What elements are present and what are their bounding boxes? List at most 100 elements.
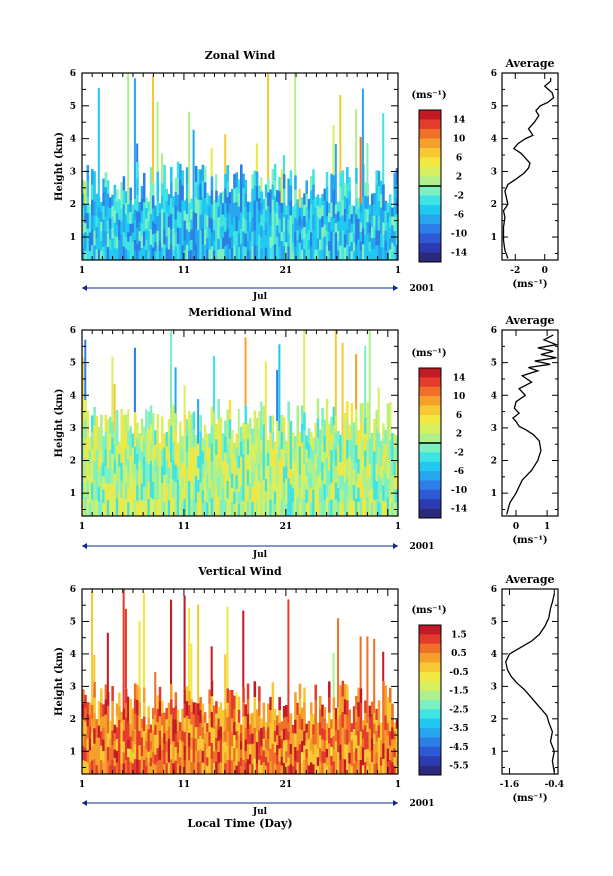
field-cell (95, 204, 99, 217)
field-cell (325, 201, 329, 217)
colorbar-tick-label: 2 (456, 430, 462, 440)
field-cell (352, 223, 356, 234)
field-cell (212, 728, 216, 741)
field-cell (185, 715, 189, 731)
field-cell (303, 498, 306, 517)
field-cell (212, 463, 216, 482)
colorbar: 1.50.5-0.5-1.5-2.5-3.5-4.5-5.5(ms⁻¹) (411, 605, 469, 776)
field-cell (303, 193, 306, 205)
field-cell (323, 419, 327, 436)
field-cell (395, 168, 399, 184)
x-tick-label: 11 (178, 780, 191, 790)
field-cell (185, 499, 189, 517)
field-cell (217, 418, 220, 439)
field-cell (91, 482, 94, 500)
field-cell (359, 702, 363, 718)
field-cell (206, 248, 209, 261)
field-cell (145, 749, 148, 758)
field-cell (278, 218, 281, 233)
field-cell (88, 232, 92, 242)
field-cell (323, 707, 327, 719)
colorbar-cell (419, 737, 441, 748)
field-cell (359, 241, 363, 251)
field-cell (246, 698, 250, 714)
field-cell (298, 502, 302, 517)
field-cell (240, 724, 243, 734)
field-cell (346, 439, 349, 459)
field-cell (309, 176, 313, 191)
field-cell (271, 448, 275, 466)
field-cell (289, 200, 293, 216)
field-cell (312, 229, 315, 246)
field-cell (343, 447, 347, 465)
field-cell (113, 234, 117, 248)
field-cell (244, 479, 248, 498)
field-cell (86, 762, 90, 775)
field-cell (242, 701, 245, 717)
field-cell (262, 750, 266, 763)
field-cell (104, 216, 108, 232)
field-cell (233, 734, 236, 749)
field-cell (330, 719, 333, 729)
field-cell (352, 762, 356, 775)
field-cell (287, 219, 290, 234)
field-cell (91, 704, 94, 719)
field-cell (388, 459, 392, 479)
field-cell (210, 497, 214, 517)
field-cell (122, 465, 126, 483)
field-cell (115, 463, 119, 481)
field-streak (124, 608, 127, 689)
field-cell (210, 406, 214, 426)
field-cell (296, 762, 299, 775)
field-cell (246, 713, 250, 730)
field-cell (355, 721, 358, 736)
field-cell (237, 219, 241, 234)
field-cell (377, 170, 381, 186)
field-cell (334, 719, 338, 731)
field-cell (174, 219, 178, 233)
field-cell (167, 419, 171, 436)
field-cell (325, 496, 329, 517)
field-cell (264, 491, 268, 504)
field-cell (370, 226, 374, 239)
field-cell (115, 236, 119, 249)
field-cell (181, 475, 184, 490)
field-cell (124, 414, 128, 432)
field-cell (375, 763, 378, 775)
field-cell (100, 465, 103, 483)
field-cell (233, 760, 236, 775)
field-cell (185, 451, 189, 468)
field-cell (185, 435, 189, 452)
field-cell (95, 237, 99, 250)
colorbar-cell (419, 176, 441, 187)
field-cell (93, 712, 96, 729)
field-cell (388, 249, 392, 261)
field-cell (303, 464, 306, 482)
field-cell (384, 685, 388, 701)
field-cell (151, 729, 155, 742)
colorbar-cell (419, 119, 441, 130)
field-cell (305, 489, 309, 503)
field-cell (203, 424, 207, 441)
field-cell (323, 762, 327, 775)
field-cell (201, 463, 205, 478)
field-cell (111, 194, 114, 206)
field-cell (167, 726, 171, 739)
field-cell (120, 221, 123, 235)
field-cell (361, 765, 365, 775)
field-cell (253, 681, 257, 698)
field-cell (212, 230, 216, 241)
field-cell (230, 487, 234, 502)
field-cell (104, 482, 108, 500)
field-cell (364, 761, 367, 775)
field-cell (165, 741, 169, 753)
field-cell (106, 220, 110, 234)
field-cell (269, 432, 272, 450)
field-cell (359, 440, 363, 460)
field-streak (84, 181, 87, 205)
field-cell (201, 715, 205, 728)
field-cell (120, 247, 123, 261)
field-cell (267, 762, 270, 775)
field-cell (233, 491, 236, 505)
field-cell (203, 722, 207, 734)
